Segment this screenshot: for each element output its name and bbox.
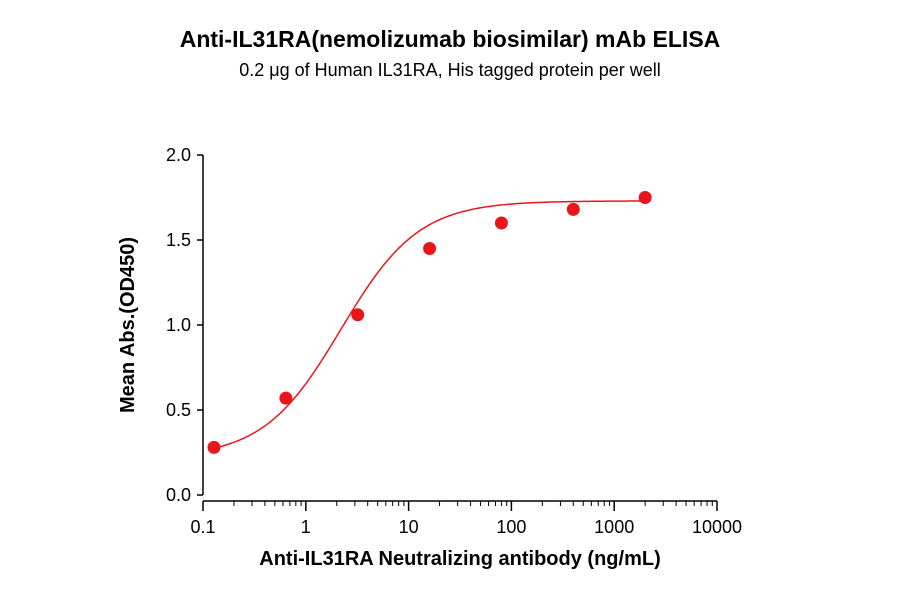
- y-tick-label: 1.5: [166, 230, 191, 250]
- fit-curve: [213, 200, 646, 449]
- data-point: [351, 308, 365, 322]
- y-axis-title: Mean Abs.(OD450): [117, 237, 139, 413]
- data-point: [638, 191, 652, 204]
- chart-subtitle: 0.2 μg of Human IL31RA, His tagged prote…: [239, 60, 661, 80]
- fit-curve-layer: [213, 200, 646, 449]
- y-tick-label: 0.0: [166, 485, 191, 505]
- x-tick-label: 0.1: [190, 517, 215, 537]
- data-point: [566, 202, 580, 216]
- y-tick-label: 1.0: [166, 315, 191, 335]
- data-point: [207, 440, 221, 454]
- x-tick-label: 1: [301, 517, 311, 537]
- data-point: [494, 216, 508, 230]
- x-tick-label: 10: [399, 517, 419, 537]
- x-axis-title: Anti-IL31RA Neutralizing antibody (ng/mL…: [259, 548, 660, 570]
- x-tick-label: 100: [496, 517, 526, 537]
- chart-title: Anti-IL31RA(nemolizumab biosimilar) mAb …: [179, 26, 721, 52]
- y-tick-label: 2.0: [166, 145, 191, 165]
- data-point: [423, 242, 437, 255]
- y-tick-label: 0.5: [166, 400, 191, 420]
- data-point: [279, 391, 293, 405]
- x-tick-label: 10000: [692, 517, 742, 537]
- axes: 0.0 0.5 1.0 1.5 2.0 0.1 1 10 100 1000 10000: [166, 145, 742, 537]
- data-points-layer: [207, 191, 652, 454]
- x-tick-label: 1000: [594, 517, 634, 537]
